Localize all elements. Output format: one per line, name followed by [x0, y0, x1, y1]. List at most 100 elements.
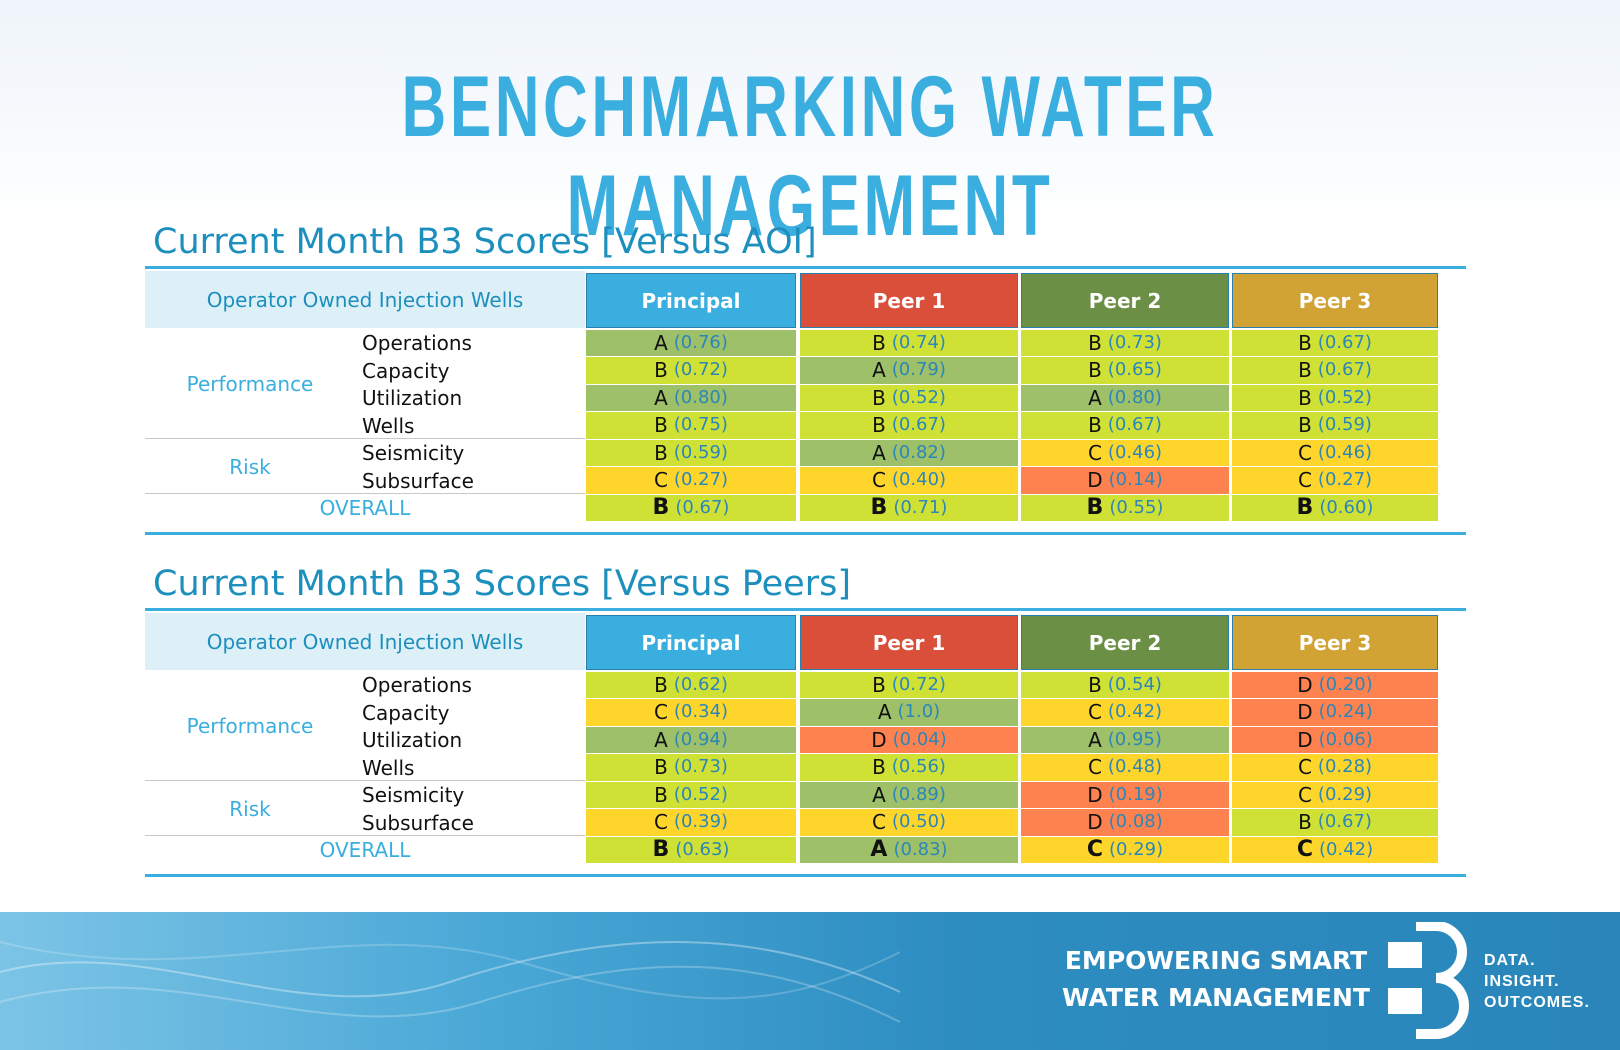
score-value: (0.67)	[1107, 414, 1162, 436]
score-grade: D	[1087, 782, 1103, 807]
score-value: (0.79)	[891, 359, 946, 381]
score-value: (0.28)	[1317, 756, 1373, 778]
score-cell: A (0.76)	[586, 329, 796, 356]
score-cell: A (0.94)	[586, 726, 796, 753]
score-grade: B	[1088, 330, 1102, 355]
logo-text: DATA. INSIGHT. OUTCOMES.	[1484, 950, 1590, 1013]
score-cell: A (0.80)	[1021, 384, 1229, 411]
score-value: (0.56)	[891, 756, 946, 778]
score-grade: D	[1087, 810, 1103, 835]
footer-tagline: EMPOWERING SMART WATER MANAGEMENT	[1062, 942, 1370, 1016]
logo-text-insight: INSIGHT.	[1484, 973, 1560, 990]
score-grade: A	[654, 330, 668, 355]
score-cell: B (0.59)	[1232, 412, 1438, 439]
score-grade: B	[1298, 330, 1312, 355]
score-grade: B	[872, 413, 886, 438]
score-grade: B	[1298, 385, 1312, 410]
score-grade: B	[654, 755, 668, 780]
score-grade: C	[653, 810, 668, 835]
score-grade: B	[872, 330, 886, 355]
score-value: (0.83)	[893, 838, 948, 860]
scores-table-aoi: Operator Owned Injection Wells Principal P…	[145, 266, 1466, 535]
score-cell: B (0.55)	[1021, 494, 1229, 521]
score-value: (0.06)	[1318, 728, 1373, 750]
tagline-line-1: EMPOWERING SMART	[1064, 946, 1368, 975]
score-grade: B	[652, 494, 670, 520]
score-cell: D (0.06)	[1232, 726, 1438, 753]
score-value: (0.94)	[673, 728, 728, 750]
score-cell: C (0.40)	[800, 467, 1018, 494]
score-value: (0.52)	[673, 783, 728, 805]
score-grade: C	[1087, 755, 1102, 780]
score-cell: B (0.52)	[800, 384, 1018, 411]
score-cell: C (0.42)	[1232, 836, 1438, 863]
metric-label-capacity: Capacity	[362, 700, 450, 725]
score-grade: C	[653, 700, 668, 725]
score-cell: C (0.27)	[586, 467, 796, 494]
score-value: (0.95)	[1107, 728, 1162, 750]
metric-label-subsurface: Subsurface	[362, 810, 474, 835]
score-grade: B	[1088, 672, 1102, 697]
score-grade: A	[654, 727, 668, 752]
score-grade: A	[872, 782, 886, 807]
score-grade: B	[1298, 810, 1312, 835]
column-header-peer-2: Peer 2	[1021, 615, 1229, 670]
score-grade: A	[870, 836, 888, 862]
score-value: (0.82)	[891, 441, 946, 463]
score-grade: D	[1297, 672, 1313, 697]
metric-label-wells: Wells	[362, 413, 415, 438]
score-cell: D (0.04)	[800, 726, 1018, 753]
metric-label-wells: Wells	[362, 755, 415, 780]
tagline-line-2: WATER MANAGEMENT	[1062, 983, 1370, 1012]
score-value: (0.67)	[891, 414, 946, 436]
score-cell: A (0.89)	[800, 781, 1018, 808]
score-grade: C	[653, 468, 668, 493]
score-value: (0.20)	[1318, 673, 1373, 695]
metric-label-utilization: Utilization	[362, 728, 463, 752]
score-value: (0.52)	[891, 386, 946, 408]
score-cell: D (0.24)	[1232, 699, 1438, 726]
score-value: (0.89)	[891, 783, 946, 805]
score-value: (0.80)	[1107, 386, 1162, 408]
score-value: (0.67)	[675, 496, 730, 518]
score-grade: D	[1087, 468, 1103, 493]
score-grade: C	[1087, 700, 1102, 725]
score-cell: B (0.67)	[1232, 809, 1438, 836]
group-label-risk: Risk	[229, 454, 271, 479]
score-value: (0.42)	[1319, 838, 1374, 860]
group-divider	[145, 493, 585, 494]
score-cell: C (0.27)	[1232, 467, 1438, 494]
score-value: (0.75)	[673, 414, 728, 436]
score-grade: B	[654, 413, 668, 438]
score-grade: C	[1297, 468, 1312, 493]
score-grade: B	[1088, 358, 1102, 383]
score-value: (0.39)	[673, 811, 729, 833]
score-grade: D	[1297, 700, 1313, 725]
column-header-principal: Principal	[586, 273, 796, 328]
score-grade: B	[652, 836, 670, 862]
score-cell: B (0.72)	[586, 357, 796, 384]
column-header-principal: Principal	[586, 615, 796, 670]
score-cell: B (0.67)	[586, 494, 796, 521]
score-value: (0.46)	[1107, 441, 1163, 463]
score-value: (0.54)	[1107, 673, 1162, 695]
score-value: (1.0)	[897, 701, 941, 723]
score-grade: B	[654, 440, 668, 465]
score-cell: A (0.82)	[800, 439, 1018, 466]
score-cell: C (0.29)	[1021, 836, 1229, 863]
score-cell: C (0.48)	[1021, 754, 1229, 781]
metric-label-operations: Operations	[362, 331, 472, 355]
score-grade: B	[1296, 494, 1314, 520]
score-cell: A (0.79)	[800, 357, 1018, 384]
score-cell: B (0.59)	[586, 439, 796, 466]
score-grade: B	[654, 782, 668, 807]
score-value: (0.08)	[1108, 811, 1163, 833]
score-cell: B (0.73)	[586, 754, 796, 781]
score-value: (0.24)	[1318, 701, 1373, 723]
score-cell: C (0.46)	[1021, 439, 1229, 466]
score-value: (0.42)	[1107, 701, 1163, 723]
score-grade: A	[877, 700, 892, 725]
score-value: (0.04)	[892, 728, 947, 750]
score-value: (0.40)	[891, 469, 947, 491]
score-value: (0.59)	[673, 441, 728, 463]
